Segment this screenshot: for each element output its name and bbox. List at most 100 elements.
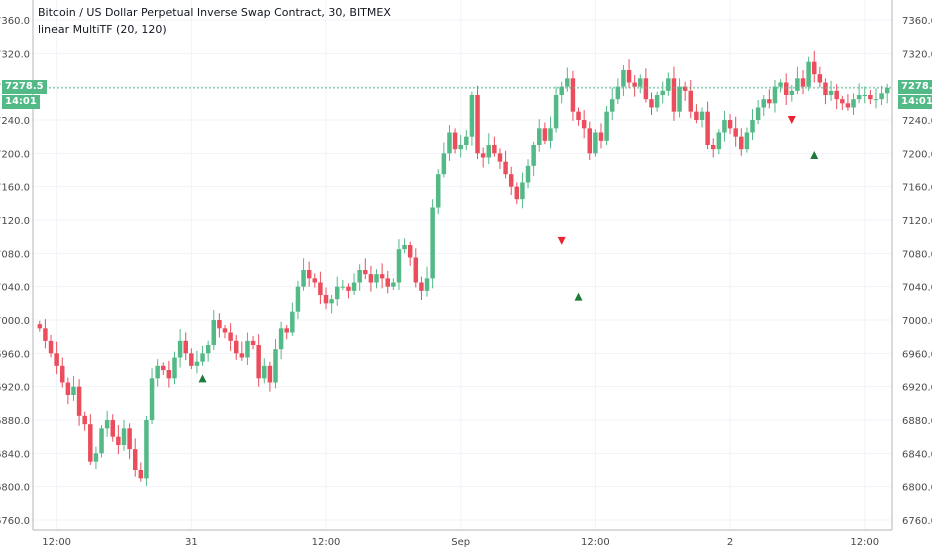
candle-body bbox=[172, 357, 177, 379]
candle-body bbox=[60, 365, 65, 383]
y-tick-label: 7120.0 bbox=[902, 216, 932, 227]
candle-body bbox=[54, 353, 59, 366]
y-tick-label: 6920.0 bbox=[902, 383, 932, 394]
candle-body bbox=[116, 436, 121, 445]
candle-body bbox=[884, 87, 890, 94]
candle-body bbox=[329, 299, 334, 304]
y-tick-label: 6840.0 bbox=[0, 449, 30, 460]
candle-body bbox=[267, 365, 273, 383]
candle-body bbox=[767, 99, 772, 104]
candle-body bbox=[587, 128, 593, 154]
candle-body bbox=[609, 99, 615, 112]
candle-body bbox=[127, 428, 132, 450]
candle-body bbox=[245, 340, 250, 358]
candle-body bbox=[256, 345, 261, 379]
candle-body bbox=[525, 165, 531, 183]
candle-body bbox=[503, 161, 508, 175]
candle-body bbox=[37, 324, 43, 329]
candle-body bbox=[217, 320, 222, 329]
candle-body bbox=[391, 282, 396, 287]
candle-body bbox=[211, 320, 217, 345]
candle-body bbox=[441, 153, 447, 175]
candle-body bbox=[424, 278, 430, 291]
candle-body bbox=[811, 61, 817, 75]
y-tick-label: 7080.0 bbox=[902, 249, 932, 260]
candle-body bbox=[789, 90, 795, 95]
candle-body bbox=[480, 153, 486, 158]
candle-body bbox=[183, 340, 188, 354]
candle-body bbox=[318, 282, 323, 295]
candle-body bbox=[716, 132, 722, 150]
candle-body bbox=[553, 95, 559, 129]
candle-body bbox=[750, 120, 755, 133]
x-tick-label: Sep bbox=[451, 537, 470, 548]
candle-body bbox=[800, 78, 806, 87]
candle-body bbox=[542, 128, 548, 141]
candle-body bbox=[649, 99, 654, 108]
candle-body bbox=[469, 95, 475, 137]
y-tick-label: 7320.0 bbox=[902, 49, 932, 60]
y-tick-label: 7000.0 bbox=[902, 316, 932, 327]
candle-body bbox=[739, 136, 744, 150]
candle-body bbox=[593, 132, 598, 154]
candle-body bbox=[346, 286, 351, 291]
candle-body bbox=[306, 270, 312, 279]
candle-body bbox=[132, 449, 138, 470]
right-countdown-tag: 14:01 bbox=[898, 95, 932, 109]
candle-body bbox=[93, 453, 99, 462]
candle-body bbox=[189, 353, 194, 366]
candle-body bbox=[862, 95, 867, 96]
y-tick-label: 7160.0 bbox=[0, 183, 30, 194]
candle-body bbox=[458, 145, 463, 150]
y-tick-label: 6840.0 bbox=[902, 449, 932, 460]
candle-body bbox=[492, 145, 497, 154]
candle-body bbox=[149, 378, 155, 420]
candle-body bbox=[368, 274, 374, 283]
y-tick-label: 6960.0 bbox=[902, 349, 932, 360]
candle-body bbox=[233, 340, 239, 354]
candle-body bbox=[250, 340, 256, 345]
y-tick-label: 7240.0 bbox=[0, 116, 30, 127]
y-tick-label: 7360.0 bbox=[902, 16, 932, 27]
candle-body bbox=[475, 95, 480, 154]
candle-body bbox=[110, 420, 116, 437]
candle-body bbox=[351, 282, 357, 291]
candle-body bbox=[576, 111, 581, 120]
candle-body bbox=[722, 120, 727, 133]
candle-body bbox=[694, 111, 699, 120]
candle-body bbox=[228, 332, 233, 341]
candle-body bbox=[823, 82, 828, 95]
candle-body bbox=[413, 257, 419, 283]
candle-body bbox=[205, 345, 211, 354]
candle-body bbox=[222, 328, 228, 333]
candle-body bbox=[851, 99, 856, 108]
candle-body bbox=[301, 270, 306, 287]
candle-body bbox=[138, 470, 144, 479]
y-tick-label: 6800.0 bbox=[902, 483, 932, 494]
candle-body bbox=[795, 78, 800, 91]
candle-body bbox=[508, 174, 514, 187]
candle-body bbox=[744, 132, 750, 150]
y-tick-label: 6960.0 bbox=[0, 349, 30, 360]
candle-body bbox=[48, 340, 54, 354]
x-tick-label: 12:00 bbox=[581, 537, 610, 548]
candle-body bbox=[121, 428, 127, 445]
candle-body bbox=[666, 78, 671, 91]
candle-body bbox=[144, 420, 149, 479]
candle-body bbox=[486, 145, 491, 158]
candle-body bbox=[834, 90, 839, 100]
candle-body bbox=[104, 420, 110, 429]
candle-body bbox=[570, 78, 576, 112]
candle-body bbox=[88, 424, 93, 462]
candle-body bbox=[166, 370, 172, 379]
candle-body bbox=[452, 132, 458, 150]
candle-body bbox=[778, 82, 783, 87]
candle-body bbox=[82, 415, 87, 425]
x-tick-label: 2 bbox=[727, 537, 733, 548]
candle-body bbox=[873, 99, 879, 101]
y-tick-label: 6760.0 bbox=[902, 516, 932, 527]
candle-body bbox=[537, 128, 542, 145]
candle-body bbox=[817, 74, 823, 83]
y-tick-label: 7040.0 bbox=[902, 283, 932, 294]
